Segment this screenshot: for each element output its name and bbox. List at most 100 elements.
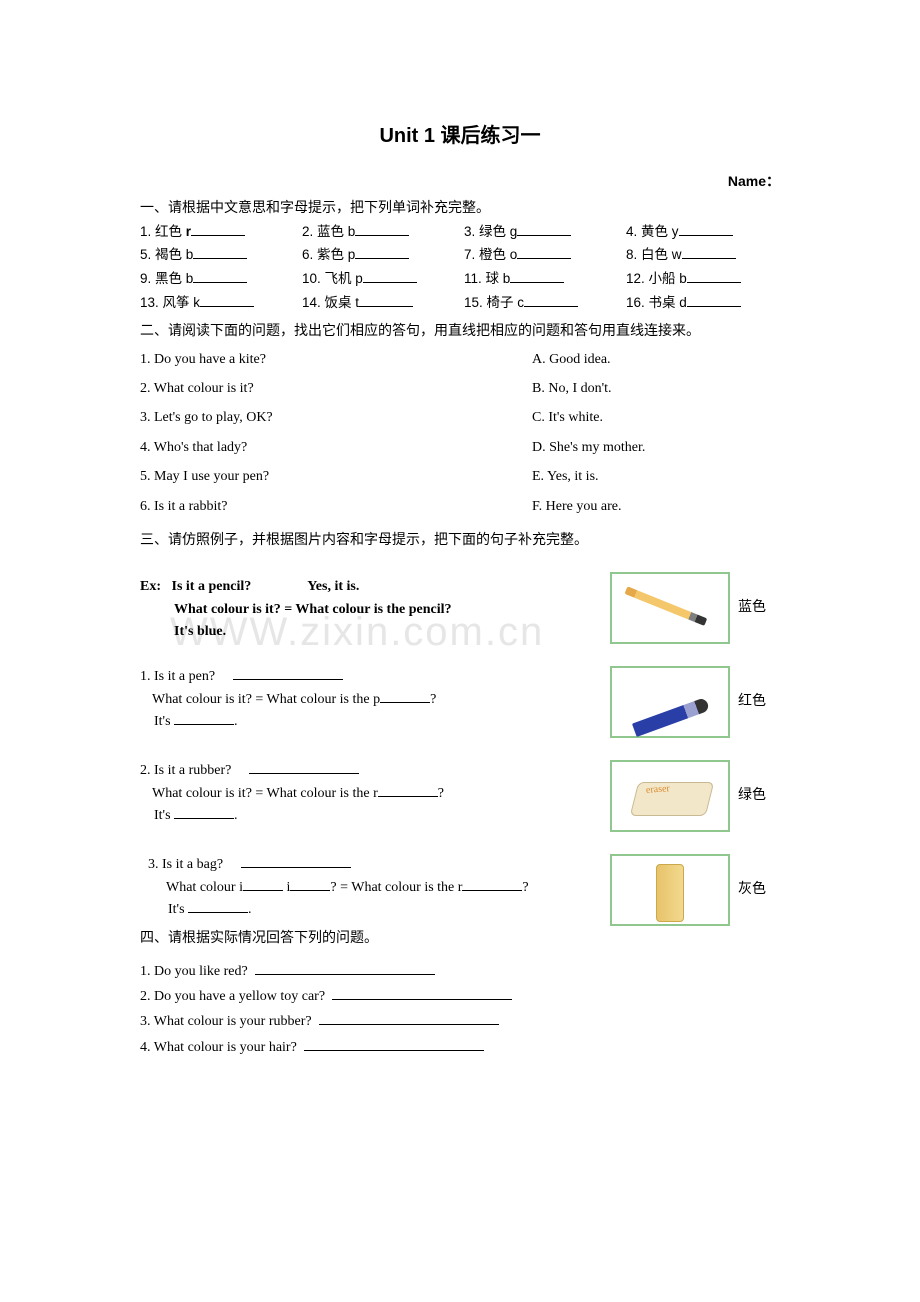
q3-line2a: What colour i <box>166 880 243 895</box>
q3-line2d: ? <box>522 880 528 895</box>
title-prefix: Unit 1 <box>379 125 435 147</box>
question-text: 1. Do you like red? <box>140 964 248 979</box>
blank[interactable] <box>462 877 522 890</box>
blank[interactable] <box>510 270 564 283</box>
match-answer: B. No, I don't. <box>524 378 780 400</box>
q1-line1: 1. Is it a pen? <box>140 669 215 684</box>
vocab-item: 10. 飞机 p <box>302 268 456 290</box>
q2-line2a: What colour is it? = What colour is the … <box>152 786 378 801</box>
match-table: 1. Do you have a kite? A. Good idea. 2. Wh… <box>140 349 780 518</box>
eraser-icon <box>610 760 730 832</box>
vocab-item: 6. 紫色 p <box>302 244 456 266</box>
blank[interactable] <box>332 987 512 1000</box>
blank[interactable] <box>249 761 359 774</box>
ex-line2: What colour is it? = What colour is the … <box>174 602 452 617</box>
q2-line2b: ? <box>438 786 444 801</box>
vocab-item: 8. 白色 w <box>626 244 780 266</box>
blank[interactable] <box>304 1038 484 1051</box>
match-question: 3. Let's go to play, OK? <box>140 407 511 429</box>
vocab-item: 1. 红色 r <box>140 221 294 243</box>
blank[interactable] <box>233 667 343 680</box>
blank[interactable] <box>200 294 254 307</box>
blank[interactable] <box>355 223 409 236</box>
q2-line3b: . <box>234 808 238 823</box>
match-answer: D. She's my mother. <box>524 437 780 459</box>
pen-icon <box>610 666 730 738</box>
q3-line1: 3. Is it a bag? <box>148 857 223 872</box>
q1-block: 1. Is it a pen? What colour is it? = Wha… <box>140 666 780 738</box>
pencil-icon <box>610 572 730 644</box>
match-question: 1. Do you have a kite? <box>140 349 511 371</box>
q3-block: 3. Is it a bag? What colour i i? = What … <box>140 854 780 926</box>
blank[interactable] <box>524 294 578 307</box>
q2-line1: 2. Is it a rubber? <box>140 763 231 778</box>
q3-line2b: i <box>283 880 290 895</box>
match-answer: A. Good idea. <box>524 349 780 371</box>
question-text: 4. What colour is your hair? <box>140 1040 297 1055</box>
q2-line3a: It's <box>154 808 174 823</box>
vocab-item: 11. 球 b <box>464 268 618 290</box>
q3-line3a: It's <box>168 902 188 917</box>
vocab-item: 16. 书桌 d <box>626 292 780 314</box>
title-suffix: 课后练习一 <box>435 125 541 147</box>
match-answer: F. Here you are. <box>524 496 780 518</box>
vocab-item: 14. 饭桌 t <box>302 292 456 314</box>
blank[interactable] <box>193 270 247 283</box>
blank[interactable] <box>241 855 351 868</box>
match-question: 4. Who's that lady? <box>140 437 511 459</box>
match-answer: C. It's white. <box>524 407 780 429</box>
blank[interactable] <box>517 223 571 236</box>
vocab-grid: 1. 红色 r 2. 蓝色 b 3. 绿色 g 4. 黄色 y 5. 褐色 b 6. 紫色… <box>140 221 780 313</box>
blank[interactable] <box>380 689 430 702</box>
q1-caption: 红色 <box>738 691 766 713</box>
blank[interactable] <box>174 712 234 725</box>
section4-row: 2. Do you have a yellow toy car? <box>140 986 780 1008</box>
vocab-item: 9. 黑色 b <box>140 268 294 290</box>
blank[interactable] <box>243 877 283 890</box>
page-title: Unit 1 课后练习一 <box>140 120 780 152</box>
blank[interactable] <box>188 900 248 913</box>
section4-heading: 四、请根据实际情况回答下列的问题。 <box>140 928 780 950</box>
section4-list: 1. Do you like red? 2. Do you have a yel… <box>140 961 780 1060</box>
name-field-label: Name： <box>140 170 780 192</box>
blank[interactable] <box>359 294 413 307</box>
q2-block: 2. Is it a rubber? What colour is it? = … <box>140 760 780 832</box>
match-answer: E. Yes, it is. <box>524 466 780 488</box>
blank[interactable] <box>319 1012 499 1025</box>
vocab-item: 3. 绿色 g <box>464 221 618 243</box>
blank[interactable] <box>193 247 247 260</box>
vocab-item: 13. 风筝 k <box>140 292 294 314</box>
match-row: 2. What colour is it?B. No, I don't. <box>140 378 780 400</box>
vocab-item: 4. 黄色 y <box>626 221 780 243</box>
blank[interactable] <box>255 961 435 974</box>
ex-caption: 蓝色 <box>738 597 766 619</box>
q1-line2b: ? <box>430 692 436 707</box>
match-row: 5. May I use your pen? E. Yes, it is. <box>140 466 780 488</box>
match-question: 5. May I use your pen? <box>140 466 511 488</box>
blank[interactable] <box>363 270 417 283</box>
blank[interactable] <box>290 877 330 890</box>
blank[interactable] <box>687 294 741 307</box>
blank[interactable] <box>191 223 245 236</box>
ex-line3: It's blue. <box>174 624 226 639</box>
match-row: 1. Do you have a kite? A. Good idea. <box>140 349 780 371</box>
question-text: 2. Do you have a yellow toy car? <box>140 989 325 1004</box>
blank[interactable] <box>517 247 571 260</box>
blank[interactable] <box>687 270 741 283</box>
q1-line3b: . <box>234 714 238 729</box>
vocab-item: 2. 蓝色 b <box>302 221 456 243</box>
match-row: 3. Let's go to play, OK? C. It's white. <box>140 407 780 429</box>
section3-heading: 三、请仿照例子，并根据图片内容和字母提示，把下面的句子补充完整。 <box>140 528 780 550</box>
section2-heading: 二、请阅读下面的问题，找出它们相应的答句，用直线把相应的问题和答句用直线连接来。 <box>140 319 780 341</box>
ex-line1: Is it a pencil? <box>172 579 252 594</box>
vocab-item: 5. 褐色 b <box>140 244 294 266</box>
q1-line2a: What colour is it? = What colour is the … <box>152 692 380 707</box>
blank[interactable] <box>682 247 736 260</box>
match-question: 6. Is it a rabbit? <box>140 496 511 518</box>
blank[interactable] <box>355 247 409 260</box>
blank[interactable] <box>679 223 733 236</box>
vocab-item: 7. 橙色 o <box>464 244 618 266</box>
blank[interactable] <box>174 806 234 819</box>
vocab-item: 15. 椅子 c <box>464 292 618 314</box>
blank[interactable] <box>378 783 438 796</box>
